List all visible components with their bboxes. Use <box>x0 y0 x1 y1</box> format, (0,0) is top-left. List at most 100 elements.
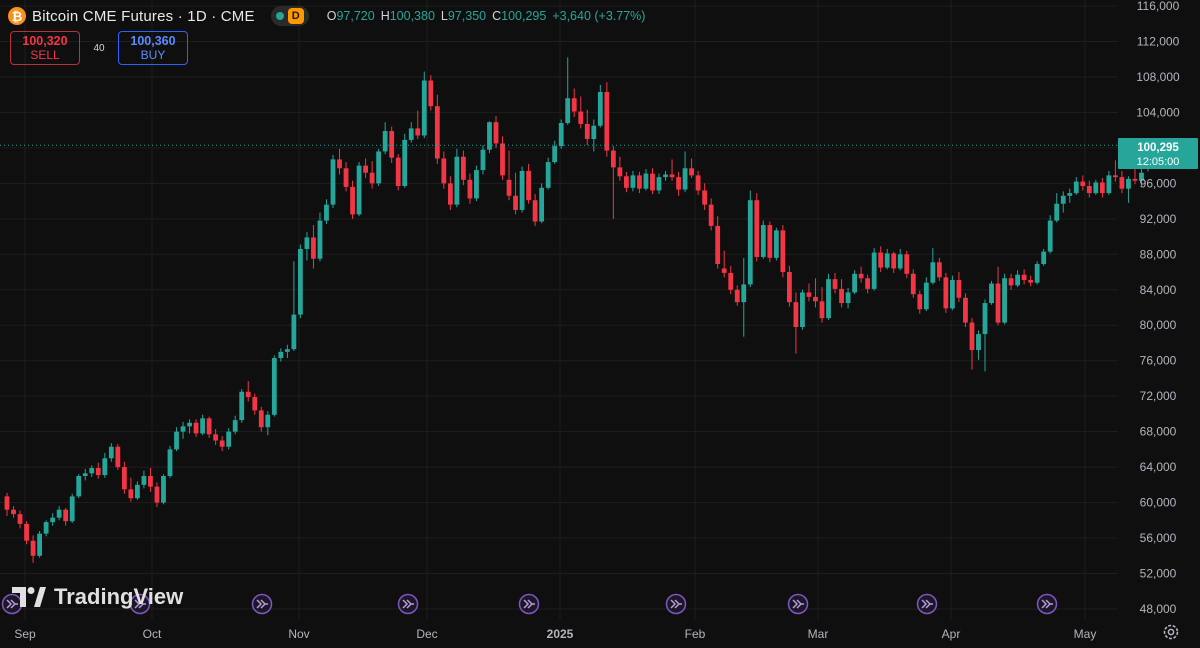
candle <box>389 126 395 163</box>
candle-body <box>663 174 668 178</box>
economic-event-icon[interactable] <box>787 593 809 615</box>
economic-event-icon[interactable] <box>129 593 151 615</box>
candle-body <box>317 220 323 259</box>
candle <box>558 119 564 149</box>
candle-body <box>702 190 708 205</box>
economic-event-icon[interactable] <box>518 593 540 615</box>
candle <box>617 156 623 181</box>
candle-body <box>304 237 310 249</box>
candle-body <box>141 475 147 485</box>
y-tick-label: 76,000 <box>1140 354 1177 368</box>
candle <box>82 468 88 481</box>
candle-body <box>767 225 773 258</box>
candle-body <box>1028 280 1034 283</box>
candle <box>532 193 538 226</box>
candle-body <box>637 175 642 189</box>
gear-icon[interactable] <box>1162 623 1180 641</box>
economic-event-icon[interactable] <box>1036 593 1058 615</box>
candle <box>819 287 825 323</box>
sell-label: SELL <box>30 48 60 62</box>
economic-event-icon[interactable] <box>397 593 419 615</box>
candle-body <box>252 397 258 411</box>
candle <box>728 265 734 295</box>
candle-body <box>806 292 812 297</box>
candle <box>923 277 929 312</box>
close-value: 100,295 <box>501 9 547 23</box>
candle <box>421 71 427 139</box>
candle-body <box>128 489 134 499</box>
symbol-title[interactable]: Bitcoin CME Futures · 1D · CME <box>32 7 255 25</box>
bar-countdown: 12:05:00 <box>1137 156 1180 168</box>
candle-body <box>428 80 434 107</box>
economic-event-icon[interactable] <box>251 593 273 615</box>
candle <box>597 84 603 128</box>
candle-body <box>741 284 747 303</box>
economic-event-icon[interactable] <box>665 593 687 615</box>
candle-body <box>43 522 49 534</box>
candle-body <box>610 150 616 168</box>
candle-body <box>206 418 212 435</box>
candle-body <box>500 143 505 176</box>
candle <box>604 82 610 157</box>
watermark-text: TradingView <box>54 584 184 609</box>
candle-body <box>787 272 792 303</box>
x-tick-label: Sep <box>14 627 36 641</box>
candle <box>669 159 675 181</box>
candle-body <box>904 254 910 274</box>
candle-body <box>617 167 623 177</box>
tradingview-icon <box>12 587 46 607</box>
candle-body <box>1093 182 1099 194</box>
candle <box>787 265 792 307</box>
y-tick-label: 68,000 <box>1140 425 1177 439</box>
candle <box>402 133 408 188</box>
candle-body <box>174 431 179 450</box>
candle <box>350 180 355 219</box>
candle <box>95 462 101 479</box>
candle-body <box>284 349 290 352</box>
candle-body <box>545 162 551 188</box>
market-status[interactable]: D <box>270 6 309 26</box>
tradingview-logo[interactable]: TradingView <box>12 584 183 610</box>
candle <box>284 344 290 359</box>
candle <box>865 274 871 294</box>
candle <box>369 161 375 189</box>
candle <box>11 506 16 518</box>
delayed-data-badge[interactable]: D <box>287 8 304 24</box>
candle-body <box>989 283 994 304</box>
candle <box>487 121 492 154</box>
candle <box>271 355 277 417</box>
candle <box>415 110 421 140</box>
candle <box>135 481 140 500</box>
candle-body <box>1132 178 1138 181</box>
sell-button[interactable]: 100,320 SELL <box>10 31 80 65</box>
buy-button[interactable]: 100,360 BUY <box>118 31 188 65</box>
candle-body <box>1073 181 1079 194</box>
candle-body <box>1067 193 1073 196</box>
candle-body <box>878 252 884 268</box>
candle-body <box>219 440 225 447</box>
candle <box>454 148 460 208</box>
candle <box>852 270 857 295</box>
candle <box>330 154 336 209</box>
economic-event-icon[interactable] <box>916 593 938 615</box>
candle <box>689 158 694 179</box>
candle-body <box>337 159 342 169</box>
candle <box>187 419 192 434</box>
low-label: L <box>440 9 448 23</box>
candle-body <box>624 176 629 188</box>
candle-body <box>493 122 499 144</box>
candle-body <box>389 131 395 158</box>
candle <box>148 468 153 492</box>
candle <box>298 244 303 319</box>
candle-body <box>167 449 173 476</box>
y-tick-label: 64,000 <box>1140 460 1177 474</box>
candle-body <box>936 262 942 278</box>
candle-body <box>56 509 62 518</box>
candle <box>1126 176 1131 203</box>
candle-body <box>578 111 584 124</box>
y-tick-label: 92,000 <box>1140 212 1177 226</box>
candle <box>63 507 69 526</box>
candle-body <box>187 422 192 427</box>
candle <box>578 96 584 129</box>
